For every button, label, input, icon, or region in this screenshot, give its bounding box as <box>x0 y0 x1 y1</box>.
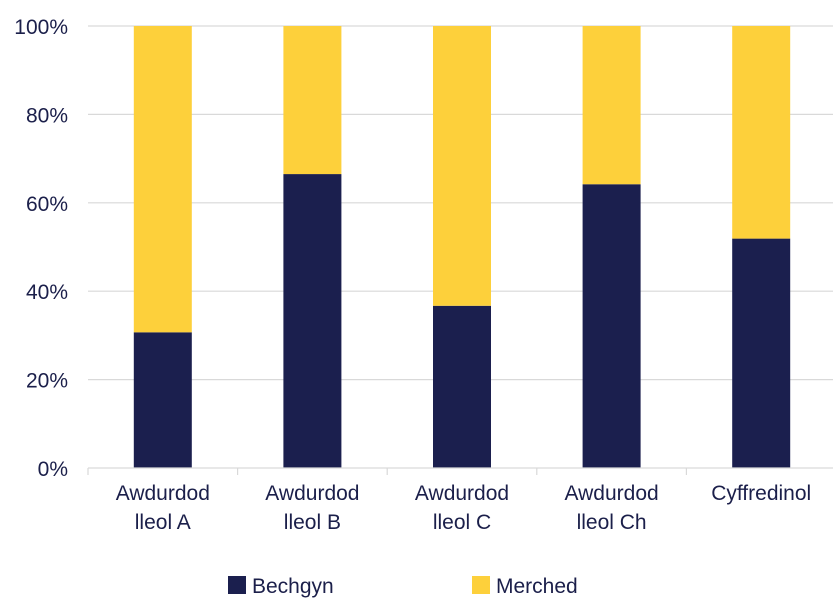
bar-merched-1 <box>133 26 192 333</box>
legend-label-merched: Merched <box>496 575 578 598</box>
x-tick-label: Awdurdod <box>265 482 359 505</box>
bar-bechgyn-4 <box>582 184 641 468</box>
x-tick-label: Awdurdod <box>415 482 509 505</box>
x-axis <box>87 467 833 475</box>
bars <box>133 26 791 468</box>
legend-swatch-bechgyn <box>228 576 246 594</box>
legend: Bechgyn Merched <box>228 575 578 598</box>
x-tick-label: Cyffredinol <box>711 482 811 505</box>
y-tick-label: 0% <box>38 458 68 481</box>
x-tick-label: Awdurdod <box>565 482 659 505</box>
bar-bechgyn-3 <box>433 305 491 468</box>
y-tick-label: 100% <box>14 16 68 39</box>
x-tick-label: Awdurdod <box>116 482 210 505</box>
legend-swatch-merched <box>472 576 490 594</box>
y-axis-tick-labels: 0% 20% 40% 60% 80% 100% <box>14 16 68 481</box>
y-tick-label: 80% <box>26 104 68 127</box>
bar-merched-5 <box>732 26 791 239</box>
bar-merched-3 <box>433 26 491 306</box>
x-tick-label: lleol C <box>433 511 491 534</box>
bar-bechgyn-1 <box>133 332 192 468</box>
x-axis-category-labels: Awdurdod lleol A Awdurdod lleol B Awdurdod ll… <box>116 482 811 534</box>
x-tick-label: lleol Ch <box>577 511 647 534</box>
bar-merched-4 <box>582 26 641 185</box>
bar-merched-2 <box>283 26 342 175</box>
y-tick-label: 40% <box>26 281 68 304</box>
x-tick-label: lleol A <box>135 511 191 534</box>
bar-bechgyn-2 <box>283 174 342 468</box>
y-tick-label: 60% <box>26 193 68 216</box>
x-tick-label: lleol B <box>284 511 341 534</box>
bar-bechgyn-5 <box>732 238 791 468</box>
legend-label-bechgyn: Bechgyn <box>252 575 334 598</box>
y-tick-label: 20% <box>26 370 68 393</box>
